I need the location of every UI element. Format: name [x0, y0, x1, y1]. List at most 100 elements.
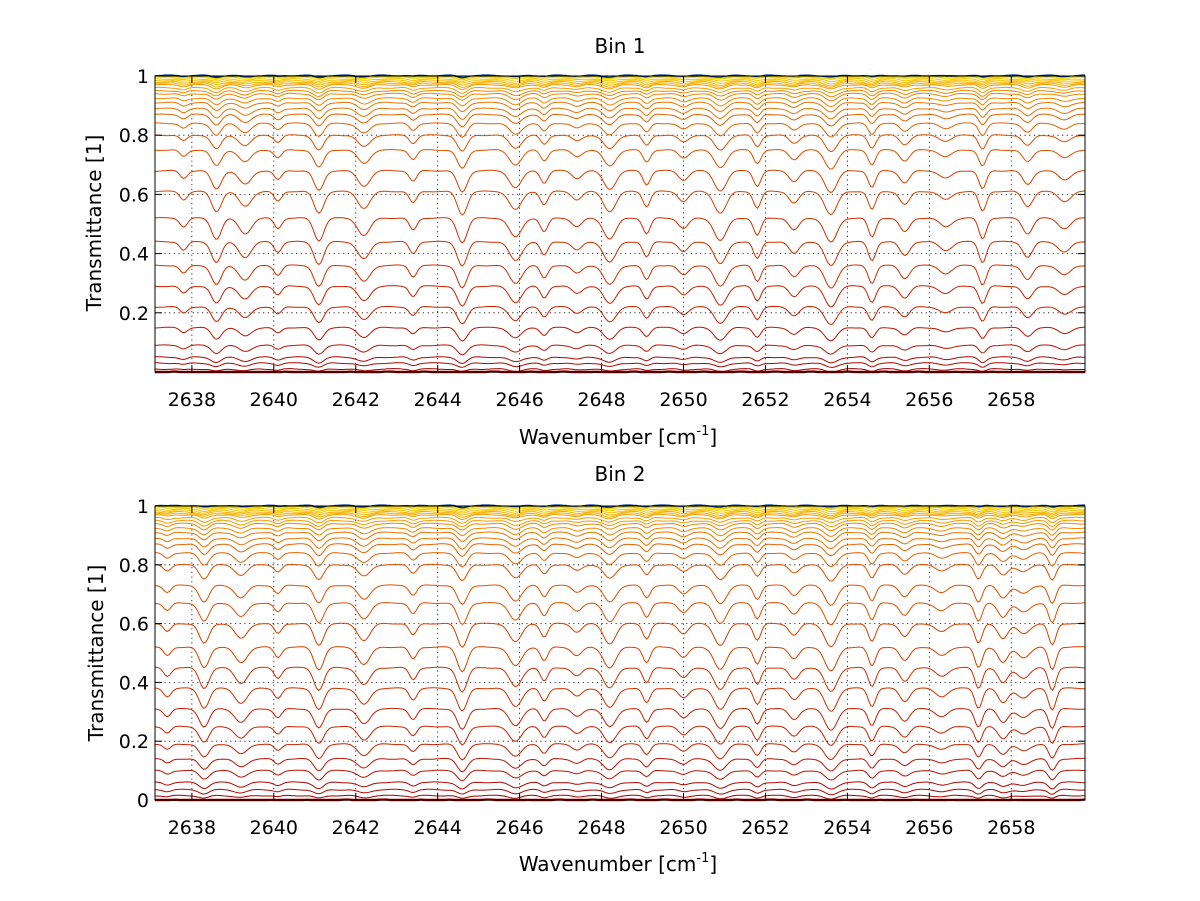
series-group — [154, 74, 1086, 374]
series-line — [155, 743, 1086, 761]
y-axis-label: Transmittance [1] — [82, 135, 106, 313]
y-axis-label: Transmittance [1] — [84, 565, 108, 743]
series-line — [154, 362, 1085, 368]
x-tick-label: 2640 — [250, 389, 298, 411]
series-line — [154, 584, 1086, 606]
chart-title: Bin 1 — [594, 34, 645, 58]
series-line — [154, 344, 1086, 356]
series-line — [154, 707, 1086, 731]
y-tick-label: 0.8 — [119, 555, 149, 577]
series-line — [154, 80, 1086, 87]
x-tick-label: 2656 — [905, 389, 953, 411]
x-tick-label: 2644 — [414, 817, 462, 839]
y-tick-label: 0.4 — [119, 672, 149, 694]
series-line — [155, 622, 1085, 648]
x-tick-label: 2644 — [414, 389, 462, 411]
x-tick-label: 2648 — [577, 817, 625, 839]
y-tick-label: 1 — [137, 496, 149, 518]
series-line — [154, 82, 1086, 88]
series-line — [154, 505, 1086, 510]
series-line — [154, 687, 1085, 712]
series-line — [155, 356, 1086, 365]
series-line — [154, 76, 1086, 81]
y-tick-label: 0.8 — [119, 125, 149, 147]
series-line — [154, 552, 1086, 568]
y-tick-label: 1 — [137, 66, 149, 88]
series-line — [154, 527, 1086, 537]
series-line — [154, 506, 1086, 511]
series-line — [154, 666, 1086, 693]
series-line — [154, 794, 1086, 800]
series-line — [155, 531, 1086, 543]
series-line — [154, 83, 1085, 91]
y-tick-label: 0 — [137, 790, 149, 812]
series-line — [154, 602, 1086, 626]
series-line — [154, 101, 1086, 113]
x-tick-label: 2650 — [659, 817, 707, 839]
x-tick-label: 2654 — [823, 389, 871, 411]
series-line — [154, 512, 1086, 518]
x-tick-label: 2650 — [659, 389, 707, 411]
x-axis-ticks: 2638 2640 2642 2644 2646 2648 2650 2652 2654 2656… — [168, 76, 1035, 411]
series-line — [154, 519, 1086, 528]
series-line — [154, 725, 1086, 746]
series-line — [154, 77, 1086, 83]
series-line — [154, 326, 1086, 342]
x-tick-label: 2652 — [741, 389, 789, 411]
chart-bin-2: Bin 2 2638 2640 2642 2644 2646 2648 2650 2652 26… — [84, 462, 1086, 876]
series-line — [155, 169, 1086, 193]
series-line — [154, 217, 1085, 244]
series-line — [154, 522, 1086, 532]
series-line — [154, 79, 1086, 85]
series-line — [154, 75, 1086, 80]
x-tick-label: 2654 — [823, 817, 871, 839]
x-tick-label: 2642 — [332, 389, 380, 411]
series-line — [154, 788, 1085, 796]
axes-box — [154, 505, 1086, 801]
series-line — [155, 89, 1086, 98]
x-axis-ticks: 2638 2640 2642 2644 2646 2648 2650 2652 2654 2656… — [168, 506, 1035, 839]
series-line — [154, 134, 1085, 153]
chart-title: Bin 2 — [594, 462, 645, 486]
series-group — [154, 504, 1086, 802]
series-line — [154, 781, 1086, 790]
y-tick-label: 0.6 — [119, 184, 149, 206]
x-tick-label: 2656 — [905, 817, 953, 839]
y-axis-ticks: 0 0.2 0.4 0.6 0.8 1 — [119, 496, 1085, 812]
series-line — [154, 368, 1086, 373]
series-line — [155, 122, 1086, 138]
y-tick-label: 0.2 — [119, 303, 149, 325]
series-line — [154, 264, 1086, 289]
x-tick-label: 2646 — [495, 389, 543, 411]
x-axis-label: Wavenumber [cm-1] — [519, 424, 717, 449]
series-line — [155, 305, 1086, 325]
y-tick-label: 0.6 — [119, 614, 149, 636]
series-line — [154, 113, 1086, 128]
x-tick-label: 2648 — [577, 389, 625, 411]
x-tick-label: 2642 — [332, 817, 380, 839]
series-line — [155, 757, 1086, 773]
series-line — [155, 769, 1086, 782]
axes-box — [154, 75, 1086, 373]
x-tick-label: 2658 — [987, 817, 1035, 839]
series-line — [154, 563, 1085, 582]
series-line — [154, 537, 1085, 550]
series-line — [154, 285, 1086, 308]
series-line — [155, 510, 1086, 517]
x-tick-label: 2652 — [741, 817, 789, 839]
y-tick-label: 0.4 — [119, 244, 149, 266]
series-line — [154, 92, 1085, 102]
x-axis-label: Wavenumber [cm-1] — [519, 851, 717, 876]
series-line — [154, 509, 1086, 515]
series-line — [154, 507, 1086, 513]
series-line — [155, 543, 1086, 558]
series-line — [154, 149, 1086, 170]
y-axis-ticks: 0.2 0.4 0.6 0.8 1 — [119, 66, 1085, 325]
series-line — [154, 107, 1085, 121]
x-tick-label: 2638 — [168, 817, 216, 839]
x-tick-label: 2658 — [987, 389, 1035, 411]
chart-bin-1: Bin 1 2638 2640 2642 2644 2646 2648 2650 2652 26… — [82, 34, 1086, 449]
series-line — [154, 86, 1086, 94]
series-line — [154, 513, 1086, 521]
